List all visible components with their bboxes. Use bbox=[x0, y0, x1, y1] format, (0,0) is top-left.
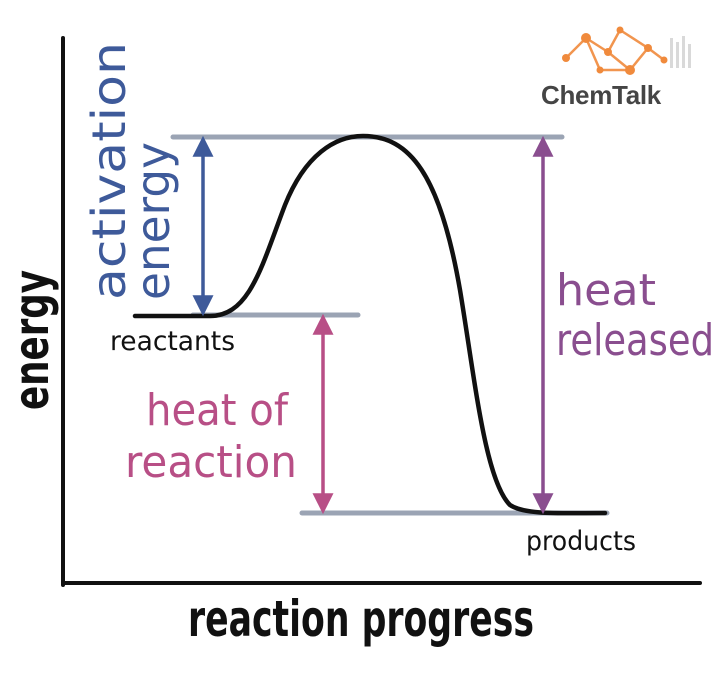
reaction-curve bbox=[132, 133, 608, 516]
reactants-label: reactants bbox=[110, 326, 235, 357]
y-axis-label: energy bbox=[4, 270, 60, 410]
heat-released-line2: released bbox=[556, 315, 714, 366]
x-axis-label: reaction progress bbox=[188, 590, 534, 648]
activation-energy-label: activation energy bbox=[82, 42, 180, 300]
chemtalk-logo-text: ChemTalk bbox=[541, 80, 661, 110]
heat-released-line1: heat bbox=[556, 265, 656, 316]
energy-word: energy bbox=[126, 142, 180, 300]
activation-word: activation bbox=[82, 42, 136, 300]
heat-of-reaction-line2: reaction bbox=[125, 437, 297, 488]
molecule-network-icon bbox=[562, 26, 691, 75]
products-label: products bbox=[526, 526, 636, 557]
heat-of-reaction-line1: heat of bbox=[146, 385, 289, 436]
